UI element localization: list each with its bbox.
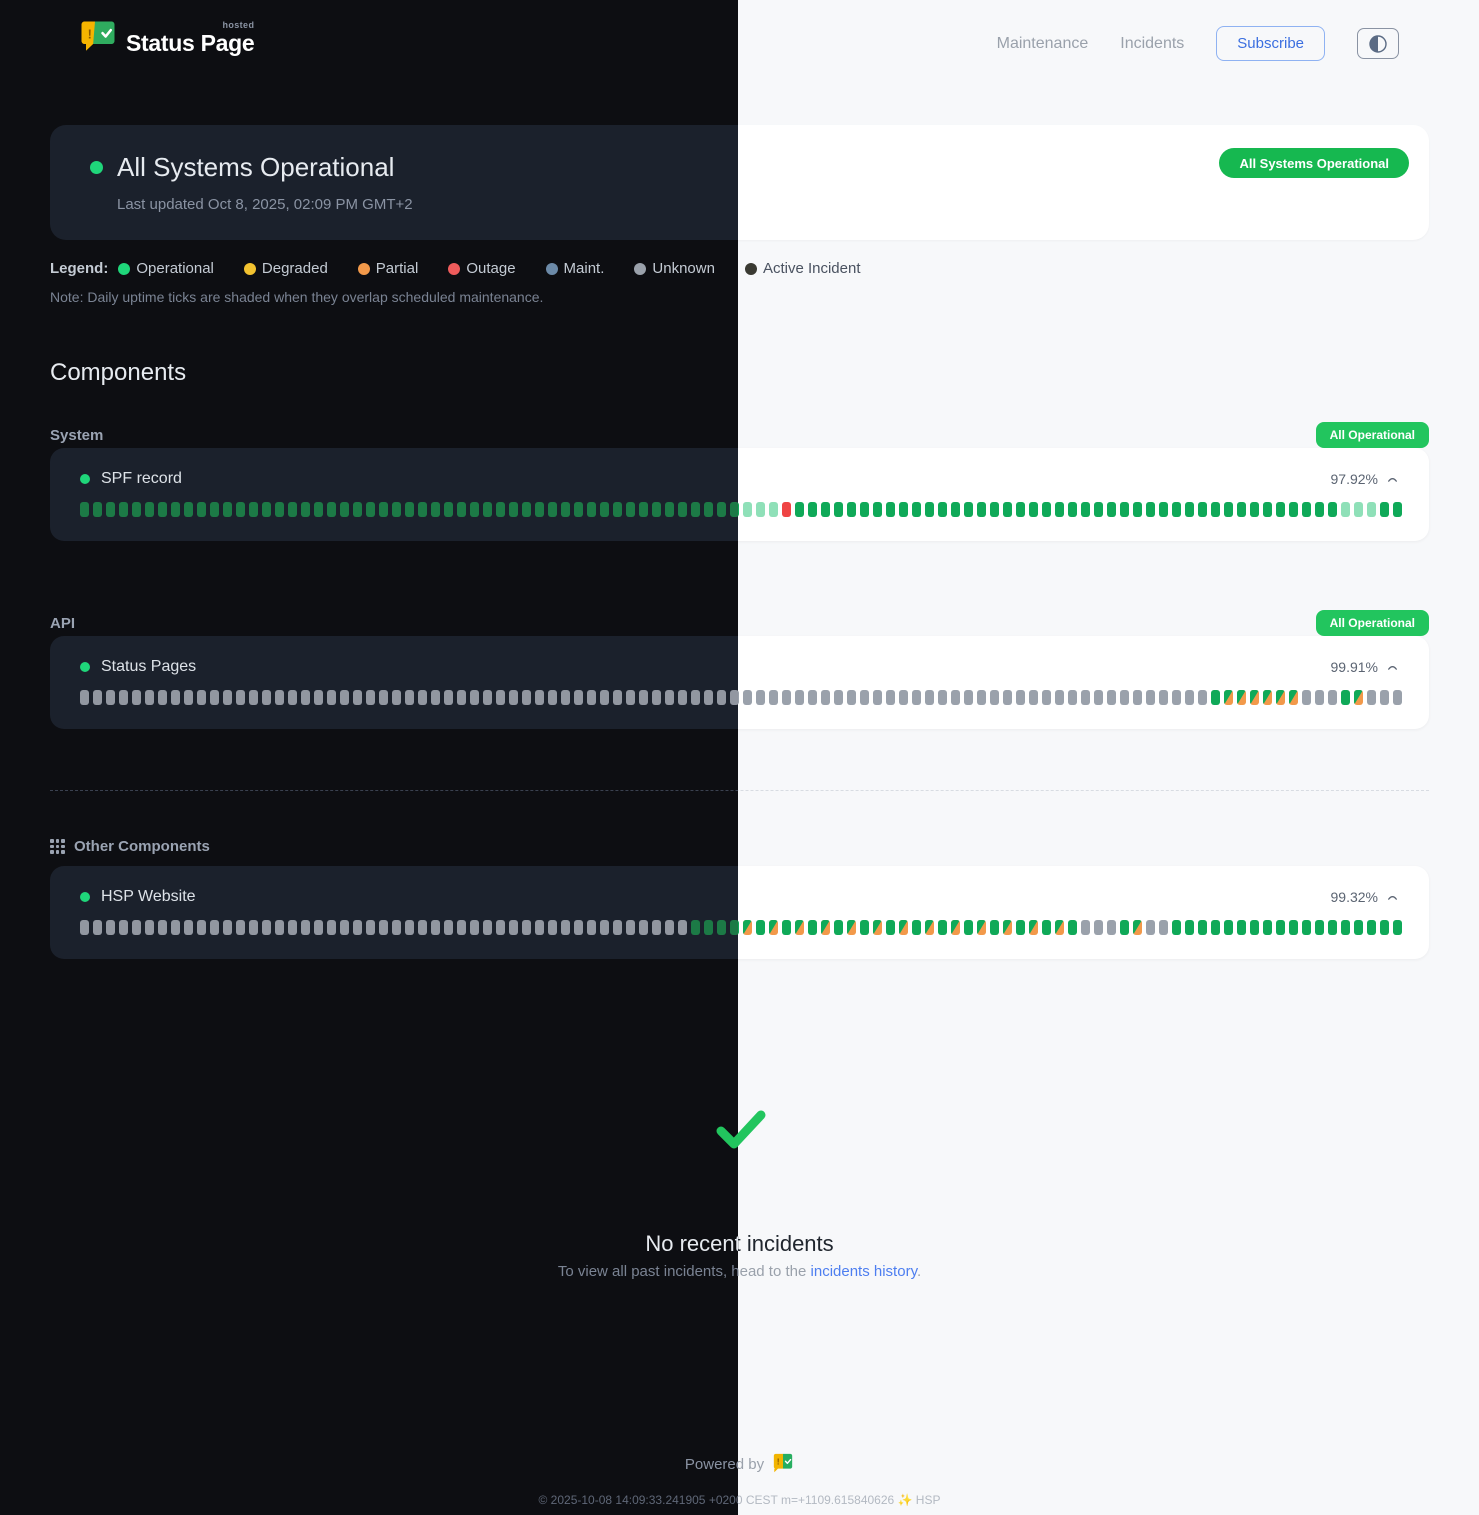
svg-text:!: ! (777, 1456, 780, 1466)
svg-text:!: ! (88, 27, 92, 42)
